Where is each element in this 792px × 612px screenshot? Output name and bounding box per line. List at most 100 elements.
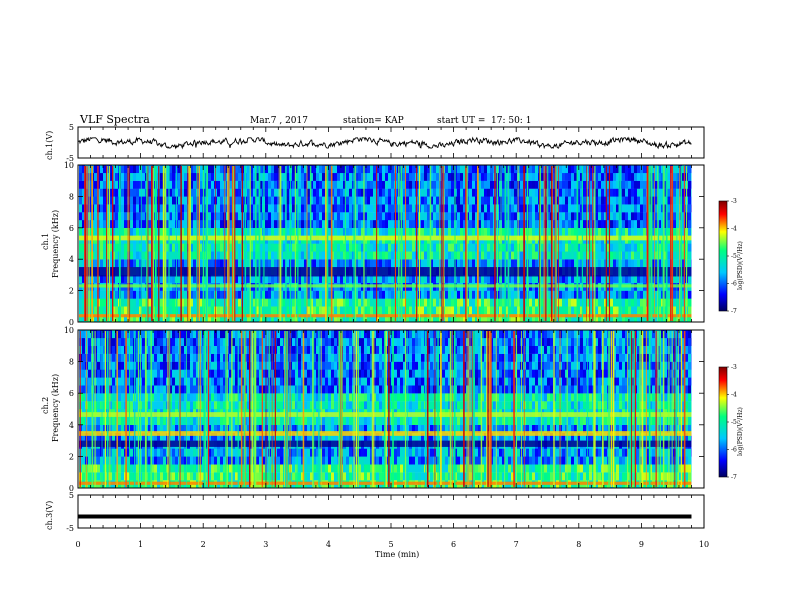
ch1-spectrogram-cell	[421, 290, 424, 299]
ch1-spectrogram-cell	[502, 290, 505, 299]
ch1-spectrogram-cell	[235, 204, 238, 213]
ch1-spectrogram-cell	[253, 259, 256, 268]
ch1-spectrogram-cell	[562, 219, 565, 228]
ch1-spectrogram-cell	[313, 314, 316, 323]
ch1-spectrogram-cell	[679, 227, 682, 236]
ch1-spectrogram-cell	[103, 180, 106, 189]
ch1-spectrogram-cell	[301, 196, 304, 205]
ch2-spectrogram-cell	[142, 432, 145, 441]
ch1-spectrogram-cell	[334, 188, 337, 197]
ch1-spectrogram-cell	[490, 196, 493, 205]
ch1-waveform-panel: 5-5	[66, 123, 705, 163]
ch1-spectrogram-cell	[478, 298, 481, 307]
ch1-spectrogram-cell	[505, 259, 508, 268]
ch1-spectrogram-band	[79, 267, 692, 277]
ch1-spectrogram-cell	[595, 165, 598, 174]
ch1-spectrogram-cell	[451, 314, 454, 323]
ch1-spectrogram-cell	[613, 251, 616, 260]
ch1-spectrogram-cell	[403, 298, 406, 307]
ch1-spectrogram-cell	[82, 172, 85, 181]
ch1-spectrogram-cell	[370, 180, 373, 189]
ch1-spectrogram-cell	[553, 306, 556, 315]
ch1-spectrogram-cell	[571, 243, 574, 252]
ch1-spectrogram-cell	[502, 298, 505, 307]
ch1-spectrogram-cell	[673, 172, 676, 181]
ch1-spectrogram-cell	[478, 212, 481, 221]
ch1-spectrogram-cell	[166, 165, 169, 174]
ch1-spectrogram-cell	[616, 227, 619, 236]
ch1-spectrogram-cell	[220, 188, 223, 197]
ch1-spectrogram-cell	[298, 204, 301, 213]
ch1-spectrogram-cell	[508, 227, 511, 236]
ch1-spectrogram-cell	[556, 188, 559, 197]
ch1-spectrogram-cell	[517, 180, 520, 189]
ch1-spectrogram-cell	[481, 227, 484, 236]
ch1-spectrogram-cell	[562, 306, 565, 315]
ch1-spectrogram-cell	[115, 188, 118, 197]
ch1-spectrogram-cell	[640, 290, 643, 299]
ch1-spectrogram-cell	[133, 188, 136, 197]
ch1-spectrogram-cell	[364, 180, 367, 189]
ch1-spectrogram-cell	[499, 227, 502, 236]
ch1-spectrogram-cell	[208, 274, 211, 283]
ch1-spectrogram-cell	[613, 165, 616, 174]
ch1-spectrogram-cell	[349, 172, 352, 181]
ch1-spectrogram-cell	[283, 204, 286, 213]
ch1-spectrogram-cell	[253, 251, 256, 260]
ch1-spectrogram-cell	[220, 204, 223, 213]
ch1-spectrogram-cell	[172, 259, 175, 268]
ch2-spectrogram-cell	[88, 345, 91, 354]
ch1-spectrogram-cell	[688, 243, 691, 252]
ch1-spectrogram-cell	[532, 290, 535, 299]
ch1-spectrogram-cell	[637, 212, 640, 221]
ch1-spectrogram-cell	[94, 180, 97, 189]
ch1-spectrogram-cell	[529, 196, 532, 205]
ch2-spectrogram-cell	[88, 432, 91, 441]
ch1-spectrogram-cell	[178, 180, 181, 189]
ch1-spectrogram-cell	[421, 306, 424, 315]
ch1-spectrogram-cell	[349, 290, 352, 299]
ch2-spectrogram-cell	[148, 345, 151, 354]
ch1-spectrogram-cell	[412, 212, 415, 221]
ch1-spectrogram-cell	[286, 212, 289, 221]
ch1-spectrogram-cell	[103, 314, 106, 323]
ch1-spectrogram-cell	[220, 251, 223, 260]
ch2-spectrogram-cell	[88, 401, 91, 410]
ch1-spectrogram-cell	[463, 306, 466, 315]
ch1-spectrogram-cell	[451, 165, 454, 174]
ch1-spectrogram-cell	[181, 227, 184, 236]
ch1-spectrogram-cell	[688, 204, 691, 213]
ch1-spectrogram-cell	[277, 251, 280, 260]
ch1-spectrogram-cell	[640, 188, 643, 197]
ch1-spectrogram-cell	[307, 180, 310, 189]
ch1-spectrogram-cell	[580, 188, 583, 197]
ch1-spectrogram-cell	[568, 306, 571, 315]
ch2-spectrogram-cell	[136, 361, 139, 370]
ch1-spectrogram-cell	[682, 314, 685, 323]
ch1-spectrogram-cell	[130, 219, 133, 228]
ch1-spectrogram-cell	[433, 259, 436, 268]
ch1-spectrogram-cell	[184, 259, 187, 268]
ch1-spectrogram-cell	[313, 259, 316, 268]
ch1-spectrogram-cell	[583, 188, 586, 197]
ch1-spectrogram-cell	[592, 251, 595, 260]
ch1-spectrogram-cell	[688, 251, 691, 260]
ch1-spectrogram-cell	[268, 188, 271, 197]
ch1-spectrogram-cell	[616, 306, 619, 315]
ch1-spectrogram-cell	[661, 259, 664, 268]
ch1-spectrogram-cell	[439, 306, 442, 315]
ch2-spectrogram-cell	[88, 472, 91, 481]
ch1-spectrogram-cell	[265, 165, 268, 174]
ch1-spectrogram-cell	[340, 172, 343, 181]
ch1-spectrogram-cell	[658, 274, 661, 283]
ch1-spectrogram-cell	[274, 306, 277, 315]
ch1-spectrogram-cell	[670, 290, 673, 299]
ch1-spectrogram-cell	[628, 306, 631, 315]
ch1-spectrogram-cell	[679, 274, 682, 283]
ch1-spectrogram-cell	[388, 298, 391, 307]
ch1-spectrogram-cell	[100, 251, 103, 260]
ch1-spectrogram-cell	[319, 259, 322, 268]
ch1-spectrogram-cell	[82, 165, 85, 174]
ch1-spectrogram-cell	[517, 227, 520, 236]
ch1-spectrogram-cell	[361, 204, 364, 213]
